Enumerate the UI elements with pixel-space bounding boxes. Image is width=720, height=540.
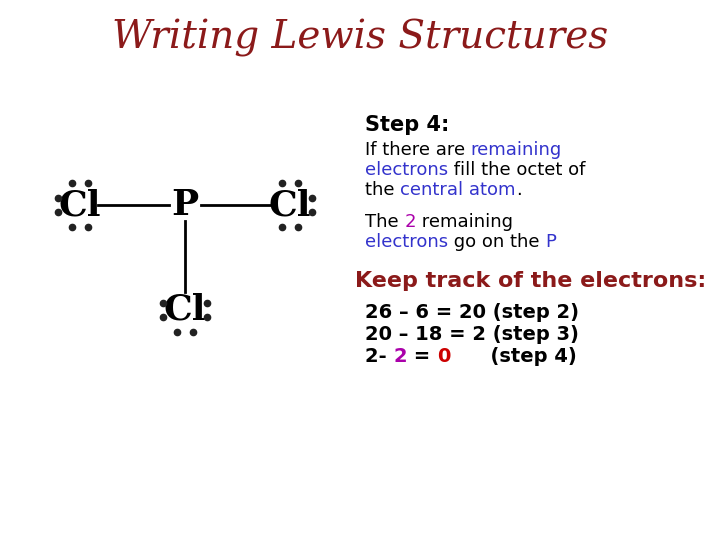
Text: 2-: 2-	[365, 347, 393, 366]
Text: .: .	[516, 181, 521, 199]
Text: Step 4:: Step 4:	[365, 115, 449, 135]
Text: (step 4): (step 4)	[451, 347, 577, 366]
Text: 2: 2	[393, 347, 407, 366]
Text: go on the: go on the	[448, 233, 545, 251]
Text: 20 – 18 = 2 (step 3): 20 – 18 = 2 (step 3)	[365, 325, 579, 344]
Text: P: P	[171, 188, 199, 222]
Text: central atom: central atom	[400, 181, 516, 199]
Text: Cl: Cl	[269, 188, 311, 222]
Text: fill the octet of: fill the octet of	[448, 161, 585, 179]
Text: 2: 2	[405, 213, 416, 231]
Text: 0: 0	[437, 347, 451, 366]
Text: Cl: Cl	[163, 293, 206, 327]
Text: P: P	[545, 233, 557, 251]
Text: Writing Lewis Structures: Writing Lewis Structures	[112, 19, 608, 57]
Text: =: =	[407, 347, 437, 366]
Text: The: The	[365, 213, 405, 231]
Text: Keep track of the electrons:: Keep track of the electrons:	[355, 271, 706, 291]
Text: remaining: remaining	[416, 213, 513, 231]
Text: the: the	[365, 181, 400, 199]
Text: electrons: electrons	[365, 161, 448, 179]
Text: remaining: remaining	[471, 141, 562, 159]
Text: If there are: If there are	[365, 141, 471, 159]
Text: Cl: Cl	[59, 188, 102, 222]
Text: 26 – 6 = 20 (step 2): 26 – 6 = 20 (step 2)	[365, 303, 579, 322]
Text: electrons: electrons	[365, 233, 448, 251]
